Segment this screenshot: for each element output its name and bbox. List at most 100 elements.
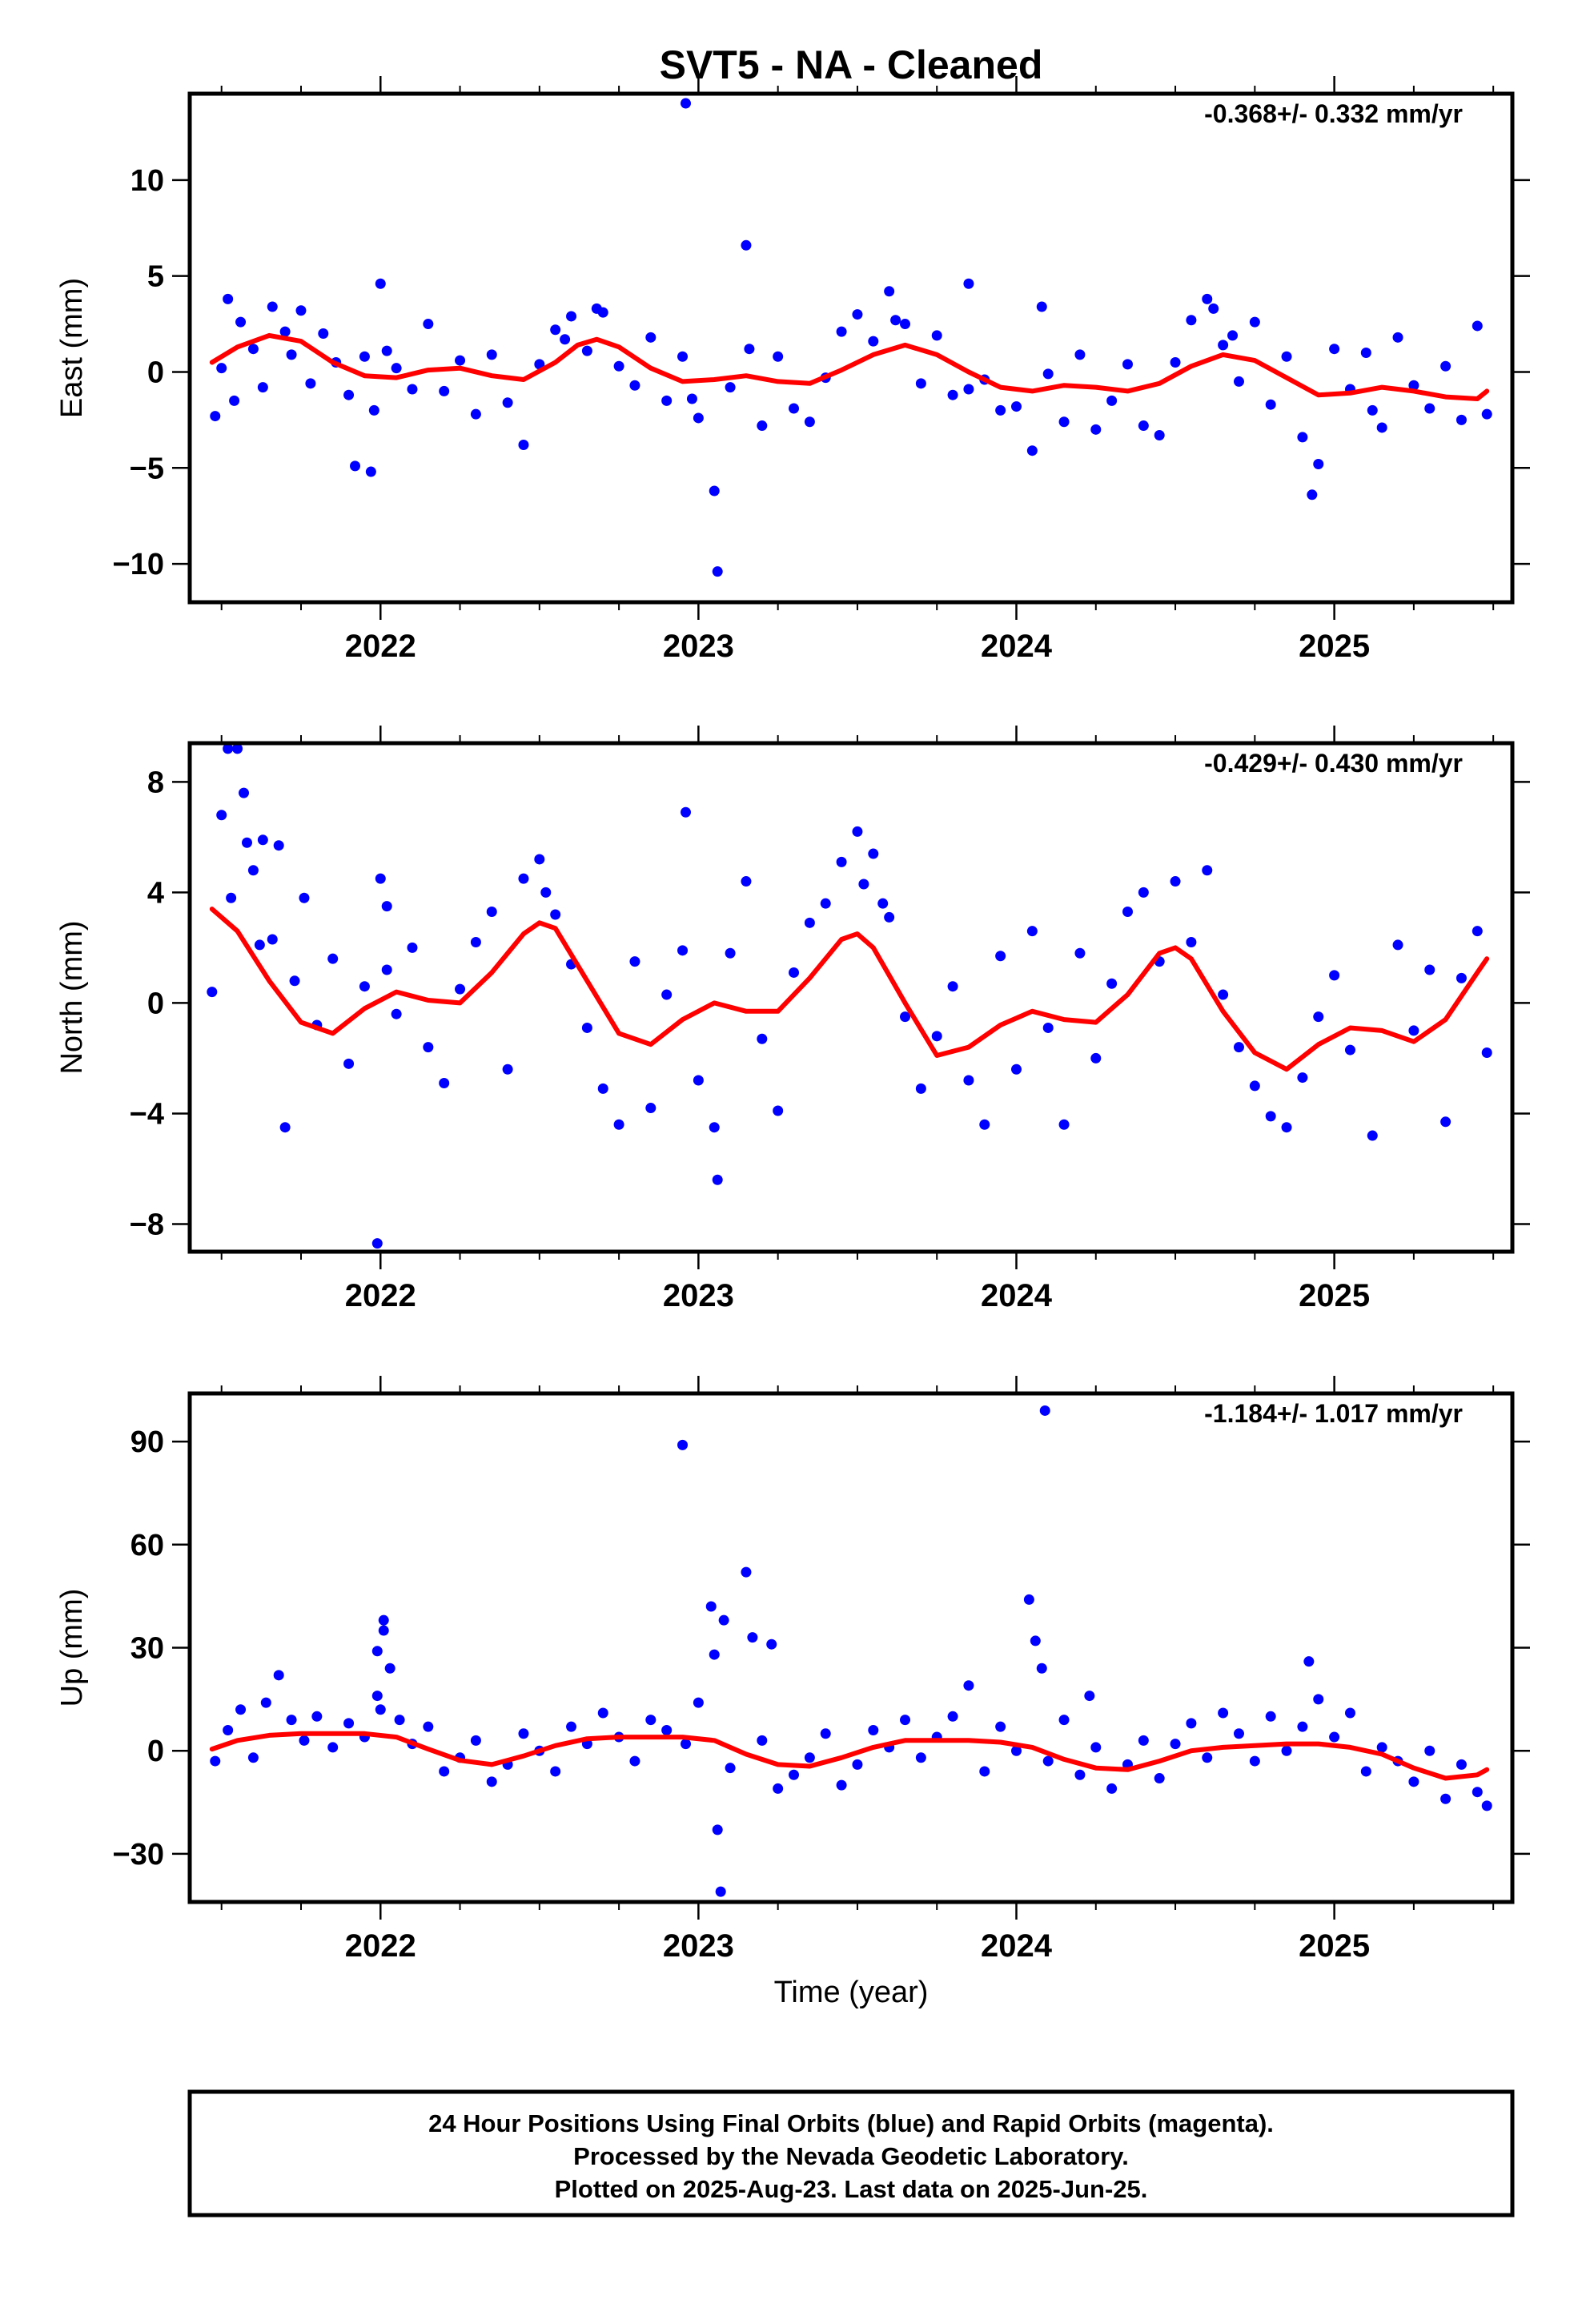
north-data-point	[947, 981, 958, 992]
east-data-point	[1265, 399, 1276, 410]
east-data-point	[712, 566, 723, 577]
east-data-point	[550, 324, 561, 336]
east-data-point	[744, 344, 755, 355]
up-data-point	[470, 1735, 481, 1746]
east-data-point	[423, 319, 434, 330]
east-data-point	[1218, 340, 1229, 351]
north-data-point	[900, 1011, 911, 1023]
east-y-tick-label: 5	[147, 260, 164, 294]
up-data-point	[1074, 1769, 1086, 1780]
east-data-point	[725, 382, 736, 393]
east-data-point	[229, 395, 240, 406]
up-data-point	[661, 1724, 673, 1735]
up-data-point	[371, 1691, 383, 1702]
east-data-point	[1376, 422, 1387, 433]
north-y-tick-label: 4	[147, 876, 164, 910]
up-data-point	[1360, 1766, 1371, 1777]
north-data-point	[858, 879, 869, 890]
up-data-point	[327, 1742, 339, 1753]
up-data-point	[693, 1697, 704, 1708]
north-panel: 2022 2023 2024 2025 −8 −4 0 4 8 North (mm) -0.429+…	[55, 726, 1530, 1313]
east-data-point	[1208, 303, 1219, 314]
up-data-point	[299, 1735, 310, 1746]
up-data-point	[286, 1715, 297, 1726]
up-y-tick-label: 30	[130, 1632, 164, 1666]
north-data-point	[613, 1119, 624, 1130]
up-y-axis-label: Up (mm)	[55, 1589, 89, 1707]
east-plot-frame	[187, 91, 1515, 605]
up-data-point	[1281, 1745, 1292, 1756]
north-data-point	[279, 1122, 291, 1133]
up-y-tick-label: 0	[147, 1735, 164, 1768]
up-data-point	[705, 1601, 717, 1612]
east-data-point	[286, 349, 297, 360]
up-data-point	[273, 1670, 284, 1681]
east-data-point	[804, 416, 815, 428]
up-data-point	[757, 1735, 768, 1746]
up-data-point	[566, 1721, 577, 1732]
east-data-point	[1472, 320, 1483, 332]
east-data-point	[1233, 376, 1244, 387]
north-x-tick-label: 2023	[663, 1278, 734, 1313]
north-data-point	[661, 989, 673, 1000]
north-data-point	[1202, 865, 1213, 876]
up-data-point	[709, 1649, 720, 1660]
east-data-point	[470, 408, 481, 420]
east-x-tick-label: 2025	[1299, 629, 1370, 664]
up-data-point	[1329, 1731, 1340, 1743]
north-y-tick-label: −8	[130, 1208, 164, 1241]
up-data-point	[1456, 1759, 1467, 1770]
east-data-point	[247, 344, 259, 355]
east-data-point	[359, 351, 370, 362]
north-data-point	[773, 1105, 784, 1116]
east-data-point	[1307, 489, 1318, 501]
up-points	[210, 1405, 1492, 1897]
north-data-point	[239, 787, 250, 798]
up-fit-curve	[209, 1731, 1490, 1781]
north-data-point	[502, 1063, 513, 1075]
east-data-point	[581, 345, 592, 356]
north-data-point	[289, 975, 300, 987]
north-data-point	[741, 876, 752, 887]
up-data-point	[915, 1752, 926, 1763]
up-data-point	[963, 1680, 974, 1691]
up-data-point	[947, 1711, 958, 1722]
north-data-point	[1058, 1119, 1070, 1130]
east-data-point	[915, 378, 926, 389]
north-data-point	[1074, 947, 1086, 959]
east-data-point	[235, 316, 247, 328]
up-data-point	[1344, 1707, 1355, 1719]
north-data-point	[677, 945, 689, 956]
east-data-point	[931, 330, 942, 341]
up-data-point	[747, 1632, 758, 1643]
east-data-point	[350, 460, 360, 472]
east-data-point	[1058, 416, 1070, 428]
up-x-tick-label: 2024	[981, 1928, 1053, 1964]
north-data-point	[534, 854, 545, 865]
north-data-point	[877, 898, 889, 909]
north-points	[207, 743, 1492, 1249]
up-data-point	[789, 1769, 800, 1780]
north-data-point	[232, 743, 243, 754]
east-data-point	[900, 319, 911, 330]
north-data-point	[381, 964, 392, 975]
east-data-point	[995, 404, 1006, 416]
up-data-point	[1481, 1800, 1492, 1811]
north-data-point	[693, 1075, 704, 1086]
east-data-point	[1186, 315, 1197, 326]
east-rate-label: -0.368+/- 0.332 mm/yr	[1204, 99, 1463, 128]
north-data-point	[709, 1122, 720, 1133]
north-data-point	[1218, 989, 1229, 1000]
up-data-point	[394, 1715, 405, 1726]
north-data-point	[597, 1083, 608, 1094]
up-data-point	[550, 1766, 561, 1777]
north-data-point	[1367, 1130, 1378, 1141]
north-data-point	[439, 1077, 450, 1088]
north-data-point	[540, 887, 552, 898]
north-data-point	[963, 1075, 974, 1086]
north-data-point	[1011, 1063, 1022, 1075]
up-data-point	[718, 1614, 729, 1626]
north-data-point	[1408, 1025, 1419, 1036]
north-data-point	[486, 907, 497, 918]
up-data-point	[223, 1724, 234, 1735]
